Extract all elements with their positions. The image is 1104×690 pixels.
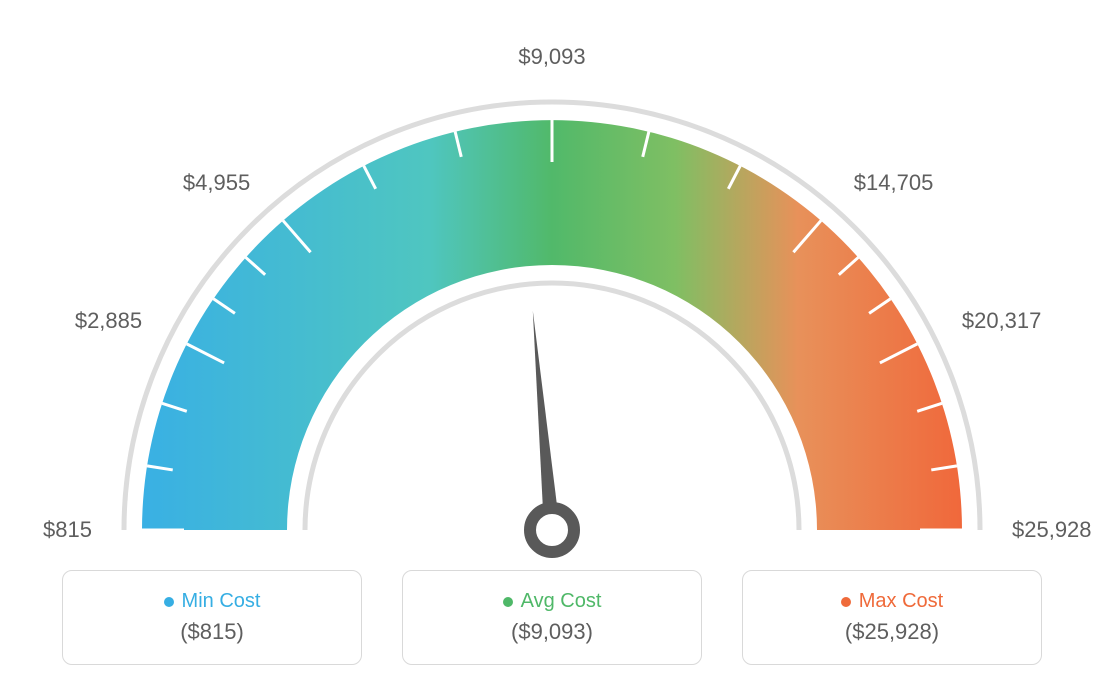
legend-value: ($25,928) — [845, 619, 939, 645]
chart-container: $815 $2,885 $4,955 $9,093 $14,705 $20,317 $25,… — [0, 0, 1104, 690]
tick-label: $9,093 — [518, 44, 585, 70]
legend-card: Min Cost ($815) — [62, 570, 362, 665]
gauge-svg — [0, 30, 1104, 590]
gauge-area: $815 $2,885 $4,955 $9,093 $14,705 $20,317 $25,… — [0, 0, 1104, 560]
legend-dot-icon — [164, 597, 174, 607]
legend-value: ($9,093) — [511, 619, 593, 645]
tick-label: $4,955 — [183, 170, 250, 196]
legend-card: Avg Cost ($9,093) — [402, 570, 702, 665]
legend-label-row: Min Cost — [164, 590, 261, 613]
tick-label: $25,928 — [1012, 517, 1092, 543]
tick-label: $14,705 — [854, 170, 934, 196]
legend-label-row: Max Cost — [841, 590, 943, 613]
tick-label: $20,317 — [962, 308, 1042, 334]
legend-dot-icon — [503, 597, 513, 607]
tick-label: $2,885 — [75, 308, 142, 334]
legend-label: Avg Cost — [521, 590, 602, 613]
needle-hub — [530, 508, 574, 552]
legend-label: Min Cost — [182, 590, 261, 613]
tick-label: $815 — [43, 517, 92, 543]
legend-dot-icon — [841, 597, 851, 607]
legend-label-row: Avg Cost — [503, 590, 602, 613]
legend-label: Max Cost — [859, 590, 943, 613]
needle — [533, 311, 560, 531]
legend-card: Max Cost ($25,928) — [742, 570, 1042, 665]
legend-value: ($815) — [180, 619, 244, 645]
legend-row: Min Cost ($815) Avg Cost ($9,093) Max Cost ($… — [0, 570, 1104, 665]
